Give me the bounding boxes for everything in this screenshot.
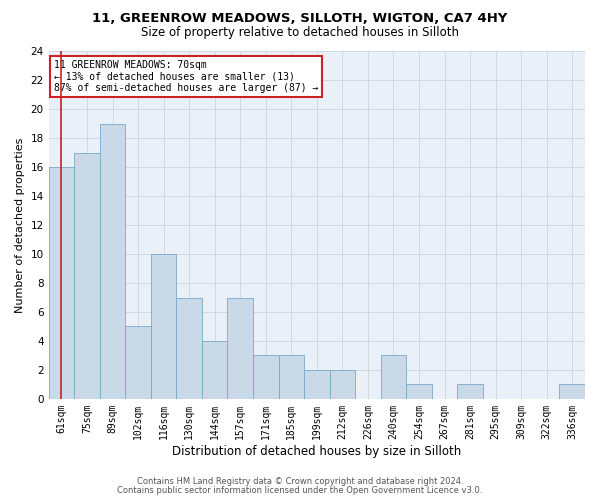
Y-axis label: Number of detached properties: Number of detached properties xyxy=(15,138,25,313)
Bar xyxy=(329,370,355,399)
Bar xyxy=(227,298,253,399)
Text: Contains HM Land Registry data © Crown copyright and database right 2024.: Contains HM Land Registry data © Crown c… xyxy=(137,477,463,486)
Bar xyxy=(74,153,100,399)
Bar xyxy=(49,168,74,399)
Bar xyxy=(202,341,227,399)
Bar xyxy=(559,384,585,399)
X-axis label: Distribution of detached houses by size in Silloth: Distribution of detached houses by size … xyxy=(172,444,461,458)
Bar xyxy=(406,384,432,399)
Bar xyxy=(151,254,176,399)
Bar xyxy=(278,356,304,399)
Bar xyxy=(176,298,202,399)
Bar xyxy=(100,124,125,399)
Bar xyxy=(380,356,406,399)
Text: 11 GREENROW MEADOWS: 70sqm
← 13% of detached houses are smaller (13)
87% of semi: 11 GREENROW MEADOWS: 70sqm ← 13% of deta… xyxy=(54,60,319,94)
Text: Size of property relative to detached houses in Silloth: Size of property relative to detached ho… xyxy=(141,26,459,39)
Bar xyxy=(253,356,278,399)
Text: Contains public sector information licensed under the Open Government Licence v3: Contains public sector information licen… xyxy=(118,486,482,495)
Bar xyxy=(457,384,483,399)
Text: 11, GREENROW MEADOWS, SILLOTH, WIGTON, CA7 4HY: 11, GREENROW MEADOWS, SILLOTH, WIGTON, C… xyxy=(92,12,508,26)
Bar xyxy=(125,326,151,399)
Bar xyxy=(304,370,329,399)
